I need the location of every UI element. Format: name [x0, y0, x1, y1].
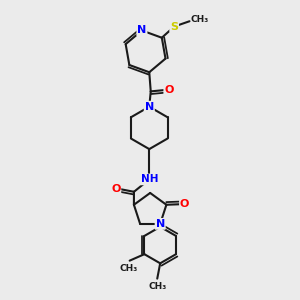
- Text: CH₃: CH₃: [191, 15, 209, 24]
- Text: O: O: [180, 199, 189, 209]
- Text: S: S: [170, 22, 178, 32]
- Text: O: O: [111, 184, 120, 194]
- Text: NH: NH: [140, 174, 158, 184]
- Text: O: O: [164, 85, 174, 95]
- Text: N: N: [145, 102, 154, 112]
- Text: CH₃: CH₃: [148, 282, 166, 291]
- Text: N: N: [156, 219, 165, 229]
- Text: N: N: [137, 26, 146, 35]
- Text: CH₃: CH₃: [119, 264, 137, 273]
